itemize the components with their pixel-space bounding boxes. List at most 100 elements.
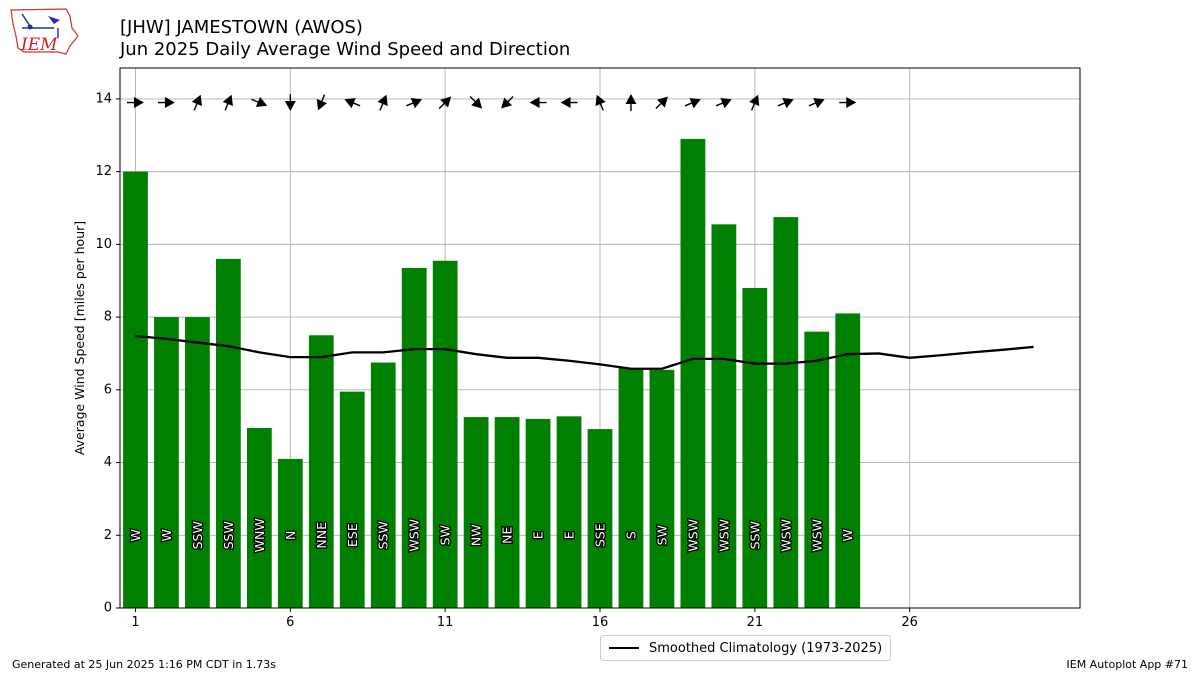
arrow-head	[595, 94, 606, 107]
wind-arrow-day-13	[501, 96, 514, 109]
arrow-head	[501, 97, 513, 109]
bar-day-15	[556, 416, 582, 608]
logo-text: IEM	[20, 35, 58, 55]
legend-label: Smoothed Climatology (1973-2025)	[649, 640, 883, 656]
direction-label: SSW	[221, 521, 236, 549]
bar-day-3	[185, 317, 210, 608]
y-tick-label: 4	[104, 455, 112, 470]
arrow-head	[410, 98, 423, 109]
app-id: IEM Autoplot App #71	[1066, 658, 1189, 671]
arrow-head	[164, 97, 175, 109]
climatology-series	[135, 334, 1034, 370]
bar-day-23	[804, 331, 830, 608]
arrow-head	[720, 98, 732, 109]
arrow-head	[625, 94, 637, 105]
wind-arrow-day-23	[808, 98, 825, 109]
bar-day-10	[401, 268, 427, 608]
direction-label: WSW	[809, 519, 824, 552]
wind-arrow-day-14	[529, 97, 547, 109]
arrow-head	[377, 94, 388, 107]
x-tick-label: 11	[437, 615, 454, 630]
direction-label: WSW	[778, 519, 793, 552]
y-tick-label: 0	[104, 601, 112, 616]
wind-arrow-day-22	[777, 98, 794, 109]
arrow-head	[344, 98, 356, 109]
bar-day-5	[246, 428, 272, 608]
direction-label: E	[531, 531, 546, 539]
arrow-head	[316, 99, 327, 111]
wind-arrow-day-24	[839, 97, 857, 109]
direction-label: S	[623, 531, 638, 539]
y-tick-label: 14	[95, 91, 112, 106]
y-tick-label: 2	[104, 528, 112, 543]
wind-arrow-day-18	[655, 96, 668, 110]
arrow-head	[689, 98, 701, 109]
x-tick-label: 21	[747, 615, 764, 630]
arrow-head	[255, 96, 268, 108]
wind-arrow-day-1	[126, 97, 144, 109]
bar-day-13	[494, 417, 520, 608]
chart-title: [JHW] JAMESTOWN (AWOS)	[120, 17, 363, 38]
bar-day-4	[216, 258, 241, 608]
wind-arrow-day-7	[316, 94, 327, 111]
bar-day-12	[463, 417, 489, 608]
y-tick-label: 8	[104, 310, 112, 325]
wind-arrow-day-6	[284, 94, 296, 112]
climatology-line	[135, 334, 1034, 370]
arrow-head	[749, 94, 760, 107]
bar-day-20	[711, 224, 737, 608]
wind-arrow-day-16	[595, 94, 606, 111]
arrow-head	[222, 94, 233, 107]
x-tick-label: 1	[131, 615, 139, 630]
arrow-head	[133, 97, 144, 109]
bar-day-2	[154, 317, 179, 608]
iem-logo: IEM	[8, 6, 80, 58]
wind-arrow-day-5	[251, 96, 268, 108]
direction-label: W	[840, 529, 855, 541]
arrow-head	[813, 98, 825, 109]
bar-day-6	[277, 458, 303, 608]
x-tick-label: 26	[901, 615, 918, 630]
bar-day-7	[308, 335, 334, 608]
legend: Smoothed Climatology (1973-2025)	[600, 635, 892, 661]
bars	[123, 138, 861, 609]
direction-label: ESE	[345, 523, 360, 547]
direction-label: SW	[438, 525, 453, 545]
direction-label: W	[128, 529, 143, 541]
arrow-head	[560, 97, 571, 109]
direction-label: NNE	[314, 522, 329, 549]
arrow-head	[529, 97, 540, 109]
wind-arrow-day-10	[406, 98, 423, 109]
direction-label: SSW	[747, 521, 762, 549]
generated-timestamp: Generated at 25 Jun 2025 1:16 PM CDT in …	[12, 658, 277, 671]
bar-day-18	[649, 369, 675, 608]
bar-day-8	[339, 391, 365, 608]
wind-arrow-day-2	[157, 97, 175, 109]
bar-day-9	[370, 362, 396, 608]
bar-day-19	[680, 138, 706, 608]
direction-label: WNW	[252, 518, 267, 552]
bar-day-24	[835, 313, 861, 608]
direction-label: WSW	[685, 519, 700, 552]
direction-label: SW	[654, 525, 669, 545]
direction-label: SSW	[376, 521, 391, 549]
arrow-head	[782, 98, 794, 109]
arrow-head	[846, 97, 857, 109]
x-tick-label: 16	[592, 615, 609, 630]
direction-labels: W W SSW SSW WNW N NNE ESE SSW WSW SW NW NE E E SSE S SW WS…	[127, 517, 857, 554]
y-tick-label: 12	[95, 164, 112, 179]
wind-arrow-day-15	[560, 97, 578, 109]
wind-arrow-day-20	[715, 98, 732, 109]
wind-arrow-day-12	[469, 96, 483, 109]
direction-label: N	[283, 531, 298, 540]
bar-day-17	[618, 368, 644, 608]
direction-label: SSE	[593, 523, 608, 547]
wind-arrow-day-11	[438, 96, 452, 110]
y-tick-label: 10	[95, 237, 112, 252]
bar-day-11	[432, 260, 458, 608]
arrow-head	[191, 94, 202, 107]
direction-label: W	[159, 529, 174, 541]
wind-arrow-day-17	[625, 94, 637, 112]
